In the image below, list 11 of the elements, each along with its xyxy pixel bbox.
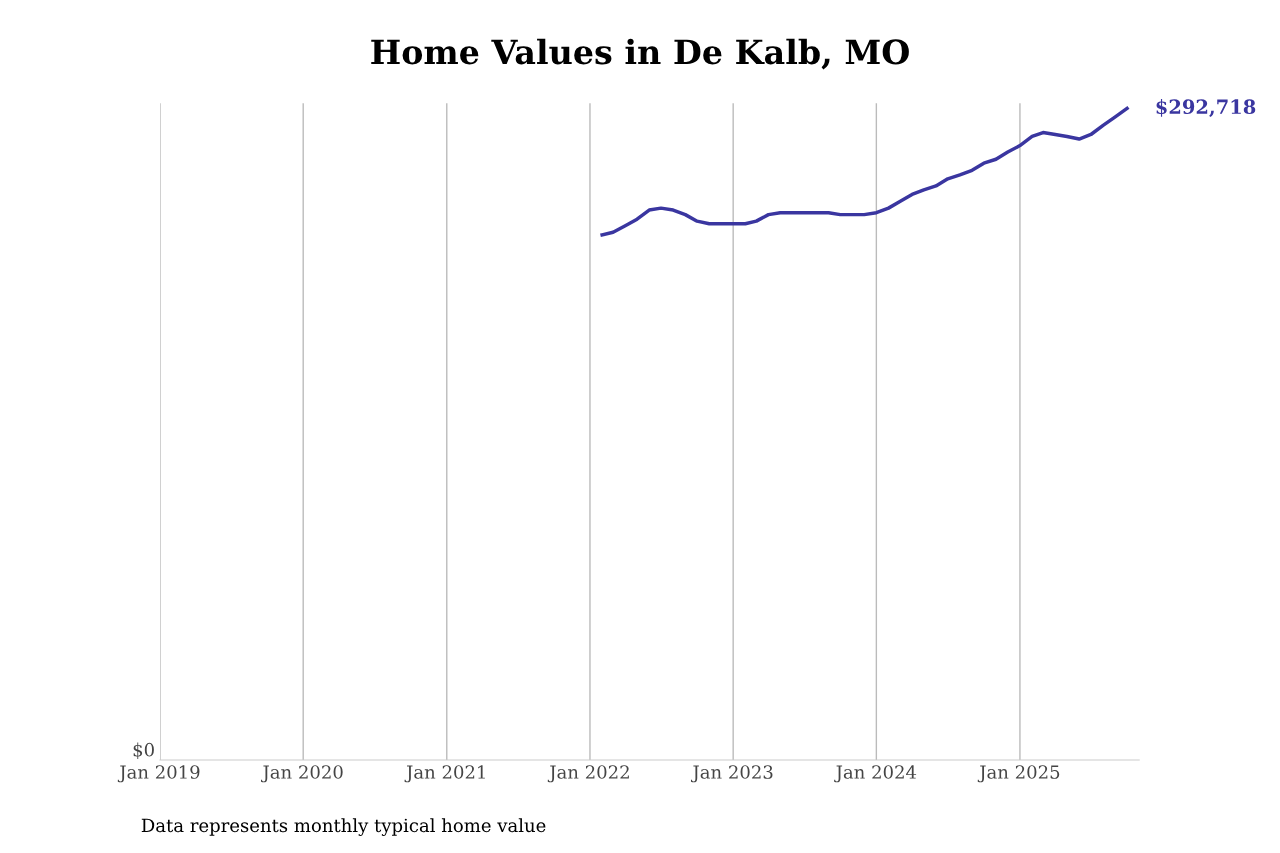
text: $292,718 — [1156, 98, 1256, 117]
x-tick-label: Jan 2020 — [261, 765, 343, 783]
x-tick-label: Jan 2025 — [977, 765, 1060, 783]
text: $0 — [133, 742, 154, 759]
text: Data represents monthly typical home value — [141, 818, 546, 836]
x-tick-label: Jan 2019 — [117, 765, 200, 783]
chart-title: Home Values in De Kalb, MO — [371, 38, 909, 70]
x-tick-label: Jan 2023 — [690, 765, 773, 783]
x-tick-label: Jan 2022 — [547, 765, 629, 783]
x-tick-label: Jan 2021 — [404, 765, 485, 783]
x-tick-label: Jan 2024 — [834, 765, 917, 783]
